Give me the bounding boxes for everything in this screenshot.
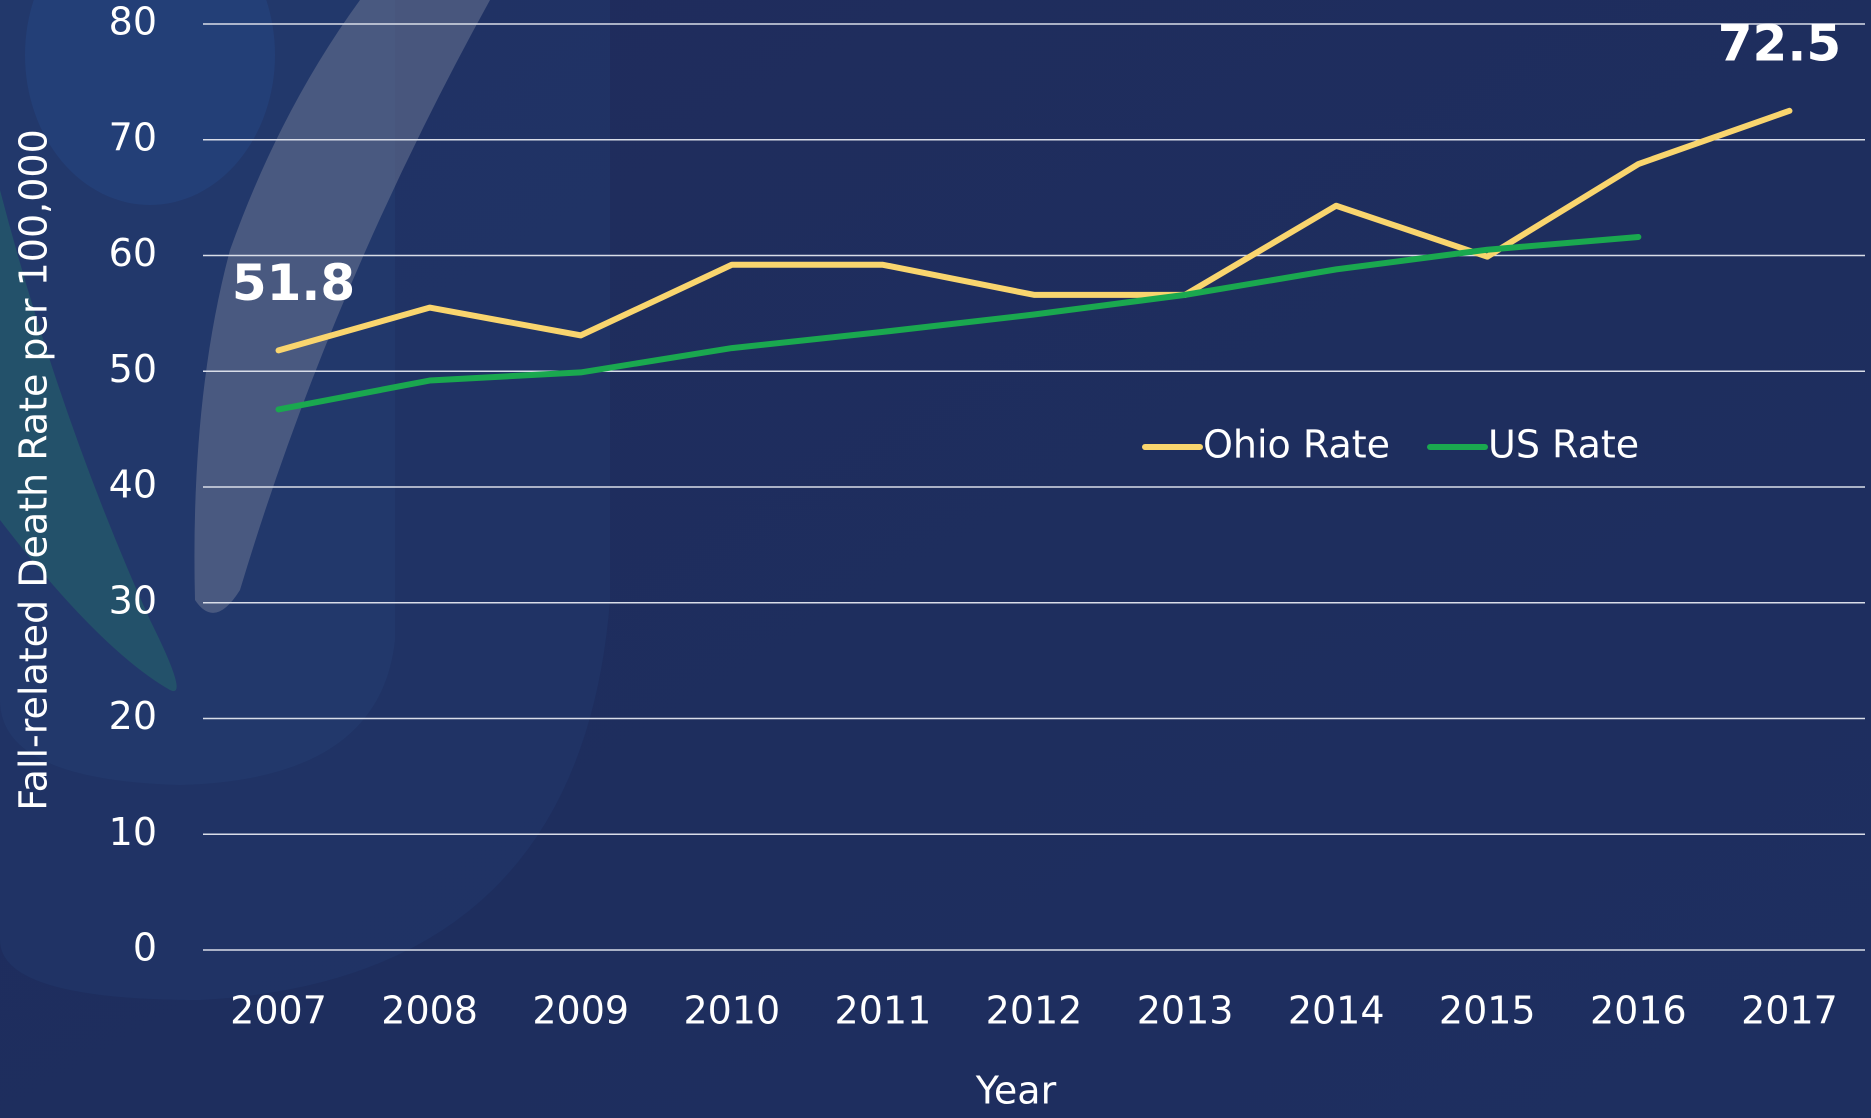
data-label: 72.5	[1718, 14, 1841, 72]
series-line	[275, 233, 1642, 413]
x-tick-label: 2016	[1590, 989, 1687, 1033]
y-tick-label: 30	[109, 578, 157, 622]
decor-shape	[194, 0, 490, 613]
y-axis-title: Fall-related Death Rate per 100,000	[12, 129, 56, 811]
y-tick-label: 20	[109, 694, 157, 738]
y-tick-label: 70	[109, 115, 157, 159]
x-tick-label: 2008	[381, 989, 478, 1033]
x-tick-label: 2011	[835, 989, 932, 1033]
decor-shape	[0, 190, 177, 692]
y-tick-label: 80	[109, 0, 157, 44]
y-tick-label: 50	[109, 347, 157, 391]
x-tick-label: 2015	[1439, 989, 1536, 1033]
x-tick-label: 2009	[532, 989, 629, 1033]
series-line	[275, 107, 1793, 354]
y-tick-label: 60	[109, 231, 157, 275]
y-tick-label: 10	[109, 810, 157, 854]
legend-label: Ohio Rate	[1203, 423, 1390, 467]
x-tick-label: 2012	[986, 989, 1083, 1033]
x-axis-title: Year	[975, 1069, 1057, 1113]
legend-label: US Rate	[1488, 423, 1639, 467]
y-tick-label: 40	[109, 463, 157, 507]
data-label: 51.8	[232, 254, 355, 312]
decor-shape	[25, 0, 275, 205]
x-tick-label: 2017	[1741, 989, 1838, 1033]
x-tick-label: 2014	[1288, 989, 1385, 1033]
x-tick-label: 2013	[1137, 989, 1234, 1033]
y-tick-label: 0	[133, 926, 157, 970]
x-tick-label: 2010	[683, 989, 780, 1033]
x-tick-label: 2007	[230, 989, 327, 1033]
